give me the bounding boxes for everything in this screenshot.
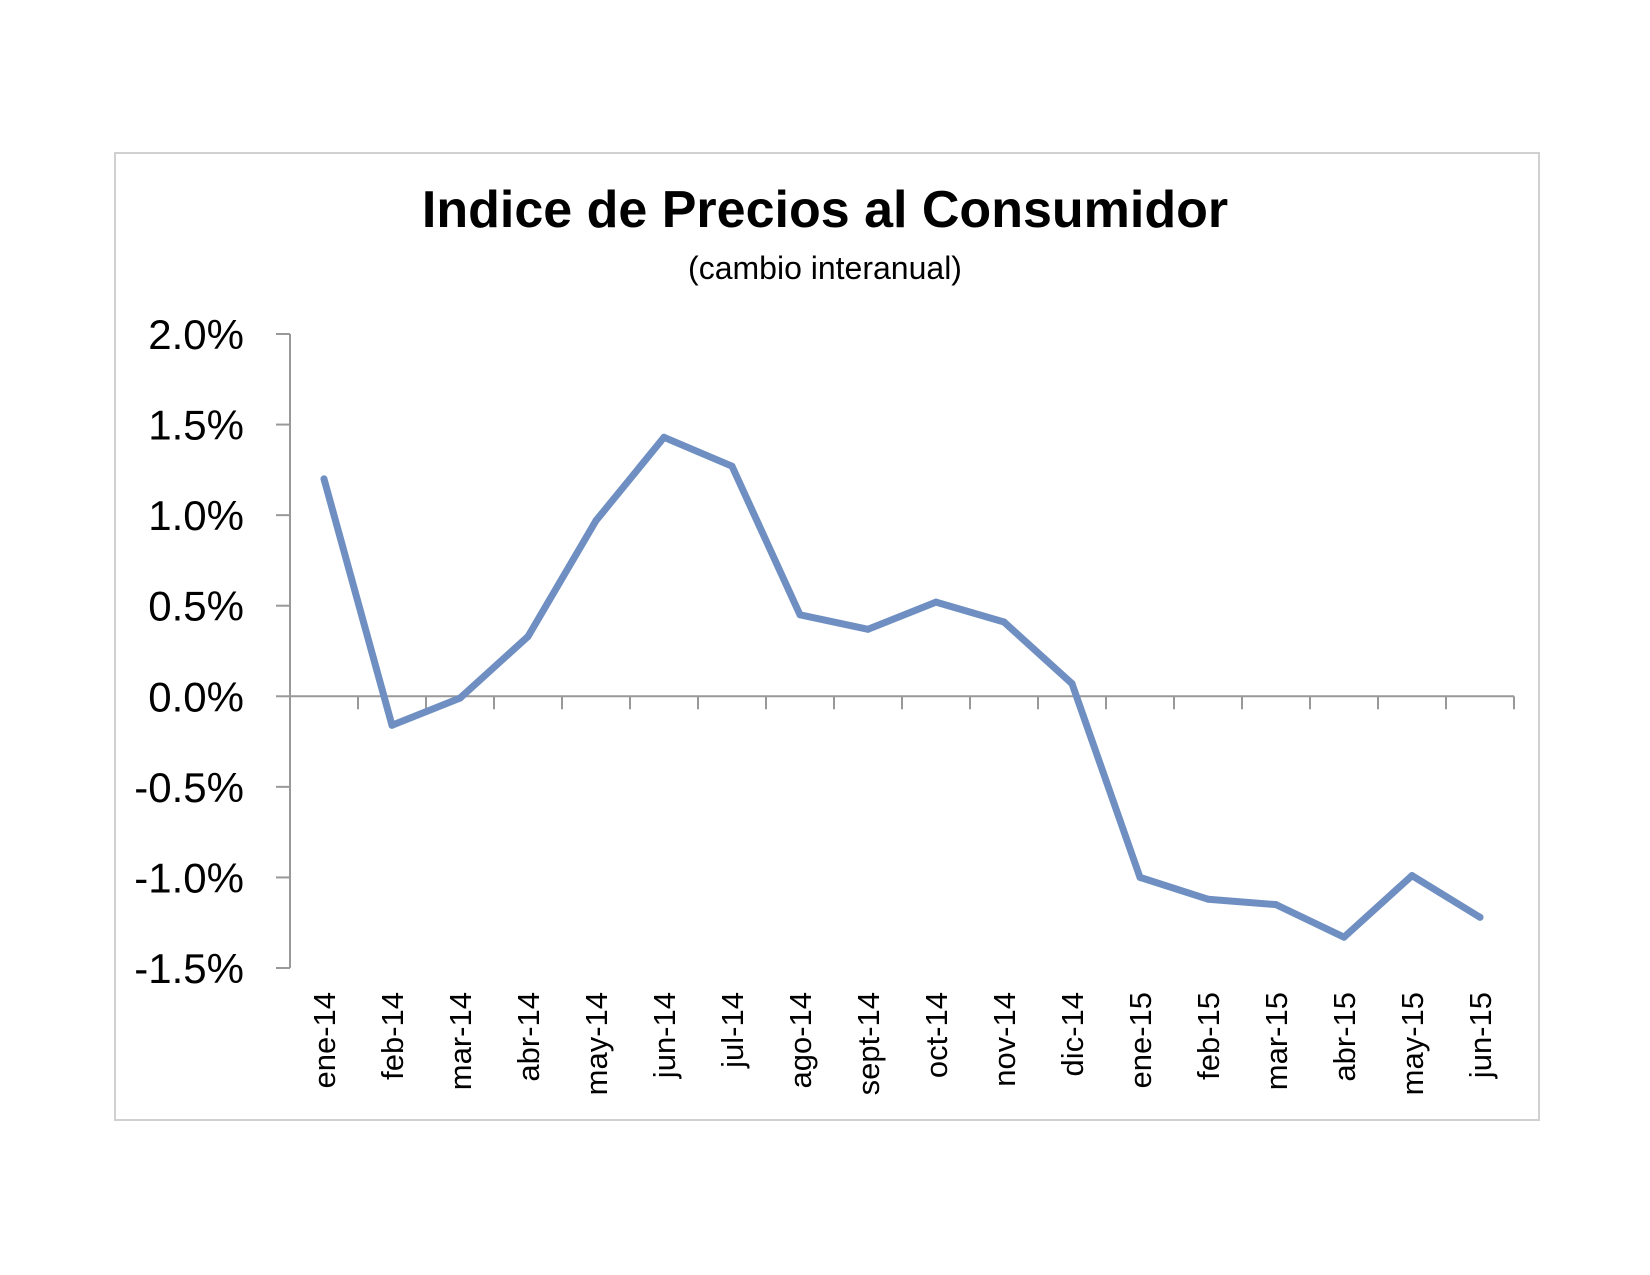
data-point — [1068, 680, 1076, 688]
x-tick-label: nov-14 — [987, 992, 1022, 1087]
series-layer — [320, 433, 1484, 941]
data-point — [1000, 618, 1008, 626]
chart-title: Indice de Precios al Consumidor — [421, 181, 1229, 239]
y-tick-label: 1.5% — [148, 402, 244, 449]
axes — [289, 334, 1514, 968]
x-tick-label: feb-14 — [375, 992, 410, 1080]
y-tick-label: -1.5% — [134, 945, 244, 992]
y-tick-label: 0.5% — [148, 583, 244, 630]
y-tick-label: 1.0% — [148, 492, 244, 539]
x-tick-label: abr-14 — [511, 992, 546, 1082]
data-point — [1136, 873, 1144, 881]
chart-subtitle: (cambio interanual) — [688, 250, 962, 286]
x-tick-label: dic-14 — [1055, 992, 1090, 1076]
chart-frame — [114, 152, 1540, 1121]
data-point — [456, 694, 464, 702]
series-line — [320, 433, 1484, 941]
data-point — [1476, 913, 1484, 921]
y-tick-label: -0.5% — [134, 764, 244, 811]
x-tick-label: abr-15 — [1327, 992, 1362, 1082]
x-tick-label: jun-14 — [647, 992, 682, 1079]
data-point — [1272, 901, 1280, 909]
data-point — [796, 611, 804, 619]
data-point — [660, 433, 668, 441]
data-point — [524, 633, 532, 641]
data-point — [932, 598, 940, 606]
x-tick-label: jun-15 — [1463, 992, 1498, 1079]
data-point — [1408, 872, 1416, 880]
data-point — [728, 462, 736, 470]
data-point — [320, 475, 328, 483]
y-tick-label: 2.0% — [148, 311, 244, 358]
x-tick-label: mar-14 — [443, 992, 478, 1090]
data-point — [1340, 933, 1348, 941]
y-axis-ticks: 2.0% 1.5% 1.0% 0.5% 0.0% -0.5% -1.0% -1.5% — [134, 311, 290, 992]
x-tick-label: feb-15 — [1191, 992, 1226, 1080]
x-tick-label: mar-15 — [1259, 992, 1294, 1090]
x-tick-label: sept-14 — [851, 992, 886, 1095]
x-tick-label: may-14 — [579, 992, 614, 1095]
x-tick-label: may-15 — [1395, 992, 1430, 1095]
x-tick-label: ene-15 — [1123, 992, 1158, 1089]
y-tick-label: 0.0% — [148, 673, 244, 720]
data-point — [864, 625, 872, 633]
x-tick-label: jul-14 — [715, 992, 750, 1069]
data-point — [388, 721, 396, 729]
x-tick-label: ene-14 — [307, 992, 342, 1089]
x-axis-ticks: ene-14 feb-14 mar-14 abr-14 may-14 jun-14 jul-… — [289, 696, 1515, 1095]
x-tick-label: ago-14 — [783, 992, 818, 1089]
data-point — [592, 517, 600, 525]
data-point — [1204, 895, 1212, 903]
x-tick-label: oct-14 — [919, 992, 954, 1078]
y-tick-label: -1.0% — [134, 854, 244, 901]
